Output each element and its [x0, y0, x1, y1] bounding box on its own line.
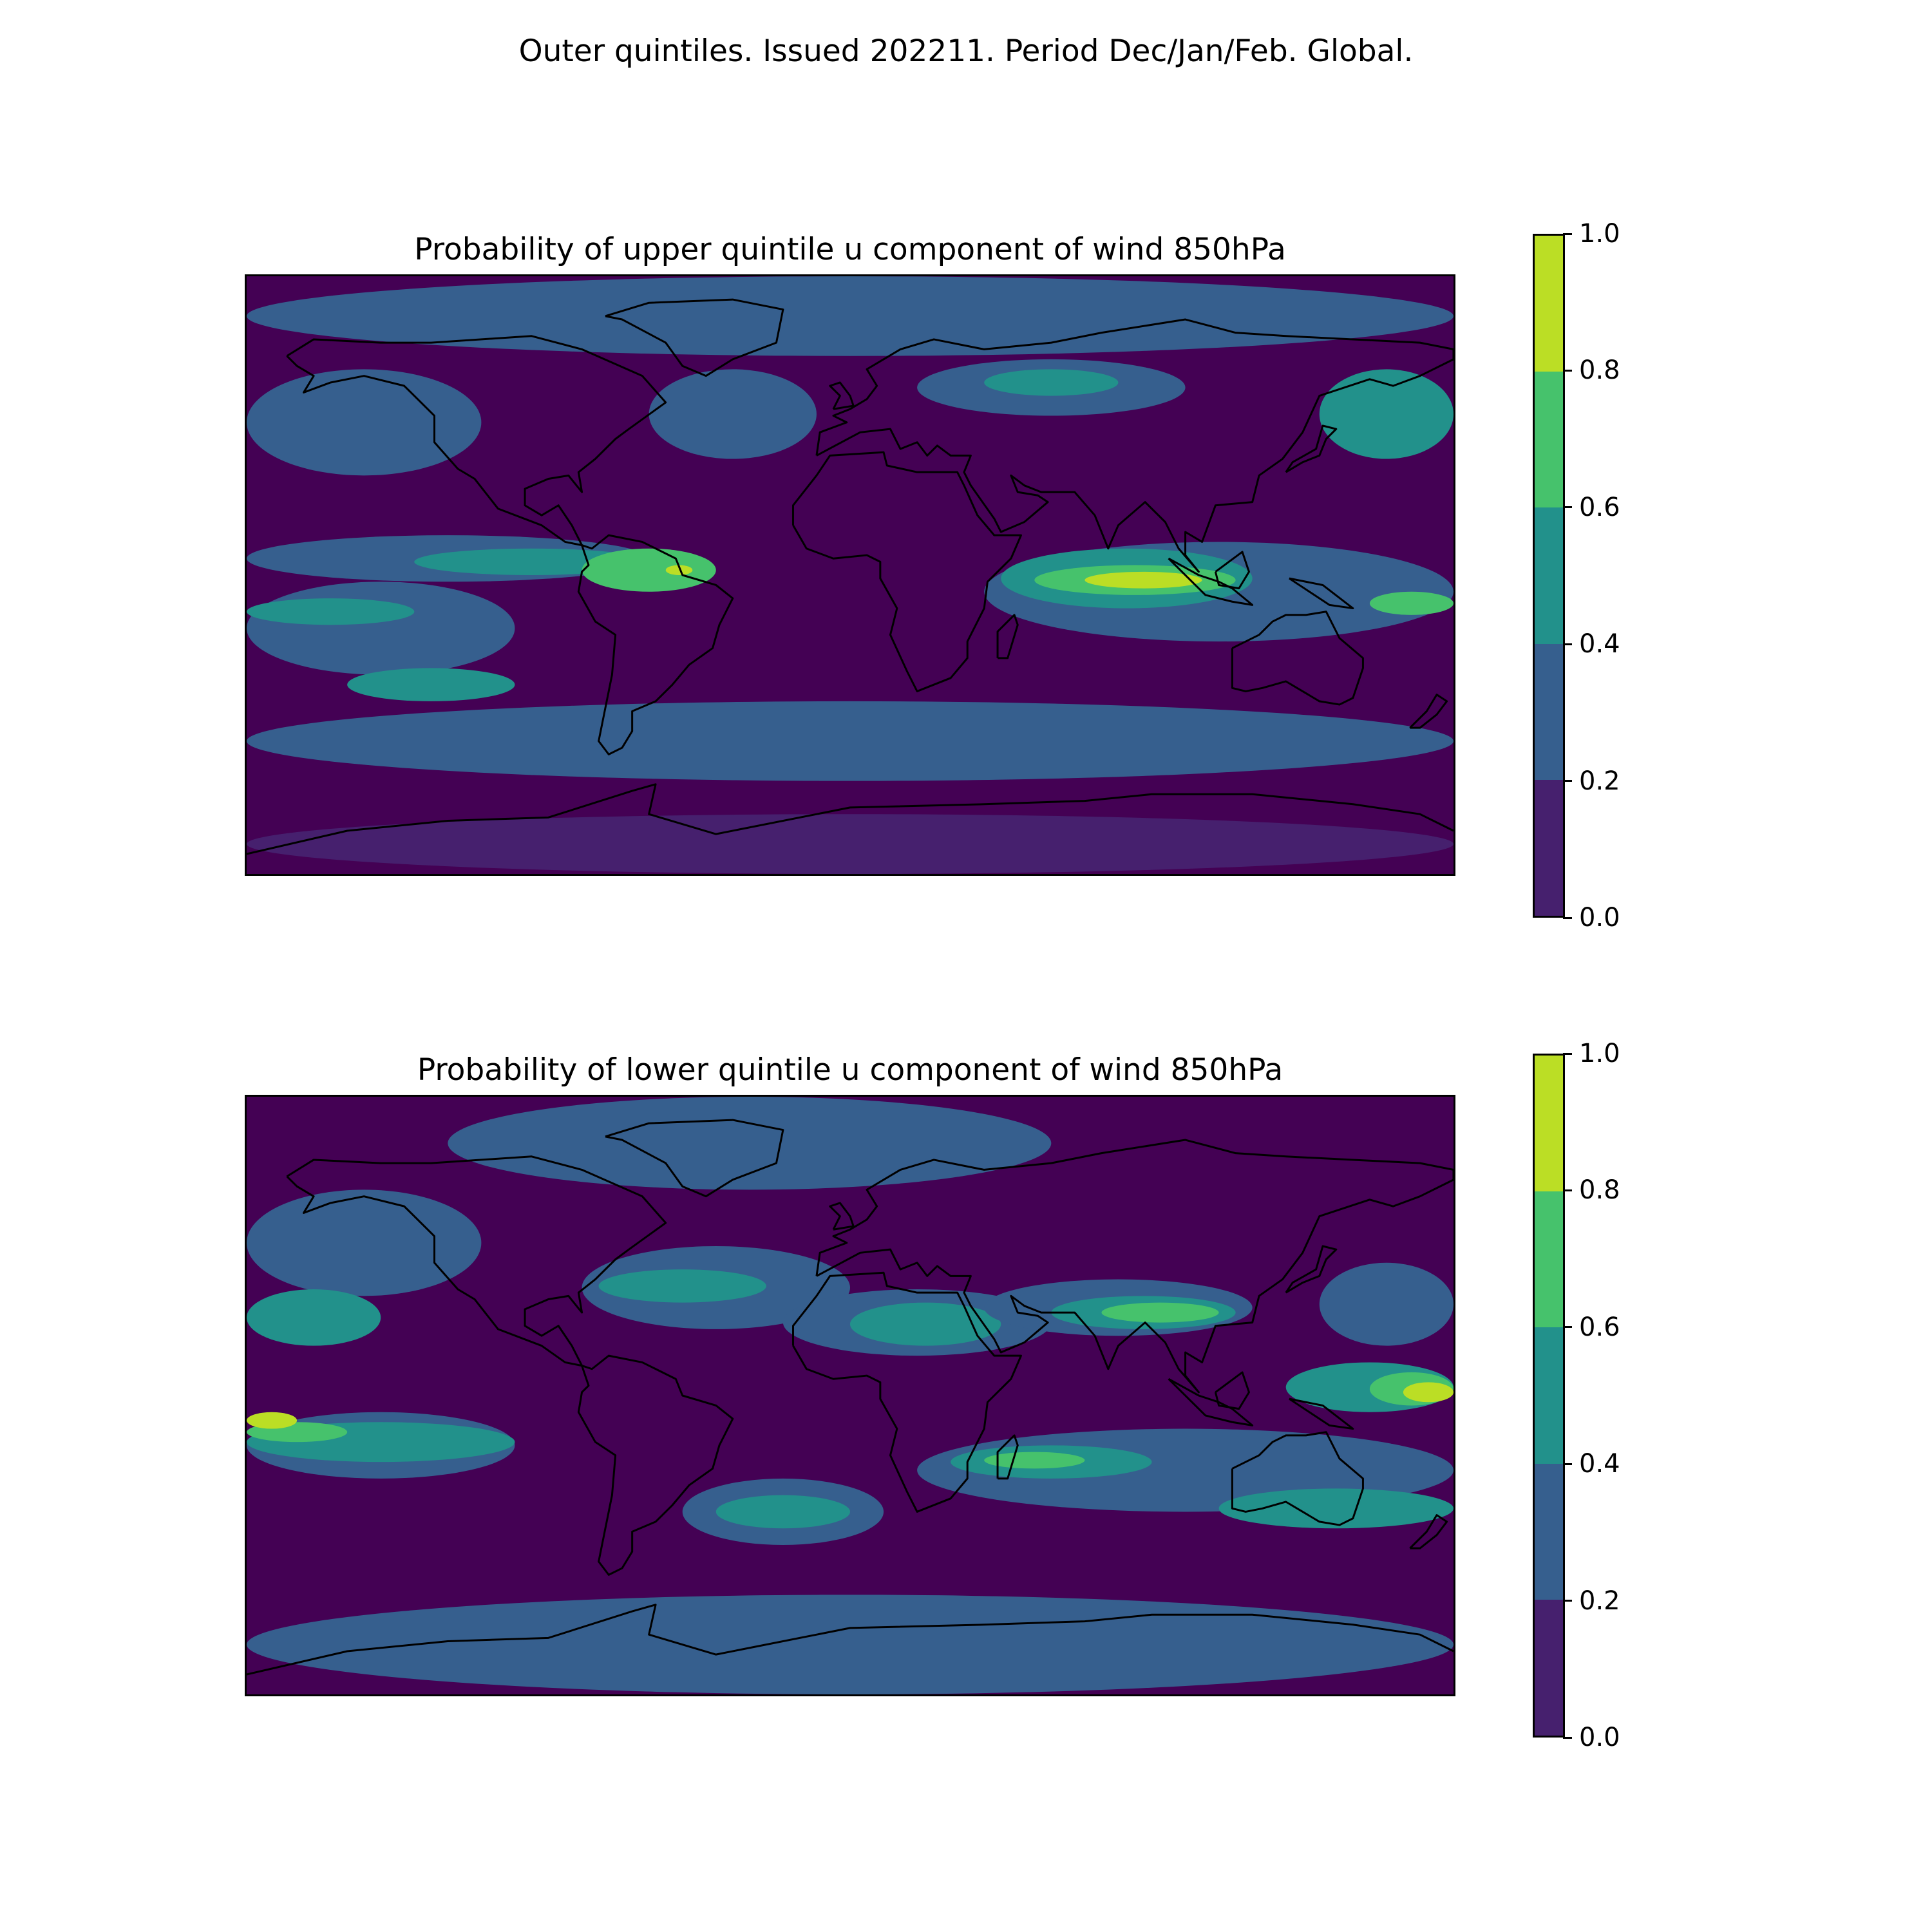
- colorbar-tick-label: 1.0: [1579, 219, 1620, 249]
- colorbar-segment: [1535, 507, 1563, 644]
- region-antarctic: [247, 814, 1454, 874]
- coastline-africa: [793, 1273, 1021, 1511]
- colorbar-segment: [1535, 1599, 1563, 1736]
- coastline-japan: [1286, 426, 1336, 472]
- colorbar-tick-label: 0.6: [1579, 1312, 1620, 1342]
- upper-quintile-heatmap: [247, 276, 1454, 874]
- region-north-pacific: [247, 1189, 482, 1296]
- coastline-africa: [793, 452, 1021, 691]
- region-northeast-pacific: [1319, 1262, 1454, 1346]
- upper-quintile-map: [245, 274, 1455, 876]
- colorbar-tick-label: 1.0: [1579, 1039, 1620, 1068]
- colorbar-segment: [1535, 1327, 1563, 1464]
- coastline-north-america: [287, 336, 665, 545]
- lower-colorbar: [1533, 1054, 1565, 1738]
- colorbar-segment: [1535, 1191, 1563, 1328]
- region-south-america-north: [582, 548, 716, 592]
- coastline-greenland: [605, 1120, 783, 1197]
- region-east-asia-pacific: [1319, 369, 1454, 459]
- colorbar-tick: [1563, 643, 1572, 645]
- coastline-uk: [830, 1203, 853, 1229]
- region-south-pacific-core: [247, 598, 415, 625]
- region-amazon-max: [665, 565, 693, 575]
- coastline-north-america: [287, 1157, 665, 1366]
- coastline-new-zealand: [1410, 1515, 1446, 1549]
- region-dateline-max: [247, 1412, 298, 1429]
- colorbar-tick: [1563, 232, 1572, 235]
- region-north-atlantic-core: [598, 1269, 766, 1303]
- coastline-new-guinea: [1289, 1399, 1353, 1428]
- region-india-china-core: [1101, 1302, 1219, 1323]
- coastline-eurasia: [817, 319, 1454, 572]
- coastline-australia: [1232, 612, 1363, 705]
- region-west-pacific-max: [1403, 1382, 1454, 1403]
- upper-colorbar: [1533, 234, 1565, 918]
- region-arctic-belt: [448, 1097, 1052, 1190]
- coastline-japan: [1286, 1246, 1336, 1293]
- coastline-eurasia: [817, 1140, 1454, 1392]
- coastline-borneo: [1215, 1372, 1249, 1409]
- colorbar-tick-label: 0.8: [1579, 355, 1620, 386]
- colorbar-segment: [1535, 643, 1563, 780]
- colorbar-segment: [1535, 1056, 1563, 1192]
- colorbar-tick-label: 0.4: [1579, 629, 1620, 659]
- region-south-atlantic-core: [715, 1495, 850, 1529]
- coastline-madagascar: [998, 615, 1018, 658]
- coastline-antarctica: [247, 1605, 1454, 1674]
- colorbar-tick: [1563, 1326, 1572, 1329]
- coastline-australia: [1232, 1432, 1363, 1525]
- region-north-pacific: [247, 369, 482, 476]
- colorbar-tick: [1563, 1189, 1572, 1191]
- colorbar-segment: [1535, 779, 1563, 916]
- colorbar-tick-label: 0.6: [1579, 492, 1620, 522]
- region-sahara-core: [850, 1302, 1001, 1346]
- colorbar-tick-label: 0.0: [1579, 1723, 1620, 1752]
- upper-panel-title: Probability of upper quintile u componen…: [414, 232, 1286, 267]
- region-indian-ocean-max: [1084, 571, 1202, 589]
- coastline-borneo: [1215, 552, 1249, 589]
- region-coral-sea: [1369, 591, 1454, 615]
- region-arctic-belt: [247, 276, 1454, 356]
- region-southern-ocean: [247, 1595, 1454, 1694]
- upper-coastlines: [247, 276, 1454, 874]
- region-siberia-jet: [984, 369, 1119, 396]
- colorbar-tick: [1563, 916, 1572, 919]
- coastline-new-zealand: [1410, 695, 1446, 728]
- colorbar-tick: [1563, 1052, 1572, 1055]
- coastline-indonesia: [1169, 1379, 1253, 1425]
- region-hawaii-band: [247, 1289, 381, 1346]
- region-southern-ocean-belt: [247, 701, 1454, 781]
- colorbar-tick: [1563, 369, 1572, 372]
- colorbar-tick-label: 0.0: [1579, 903, 1620, 933]
- coastline-madagascar: [998, 1435, 1018, 1479]
- lower-quintile-heatmap: [247, 1097, 1454, 1694]
- colorbar-tick: [1563, 506, 1572, 509]
- colorbar-tick: [1563, 1600, 1572, 1602]
- colorbar-tick-label: 0.8: [1579, 1175, 1620, 1206]
- colorbar-segment: [1535, 236, 1563, 372]
- colorbar-tick: [1563, 1736, 1572, 1739]
- colorbar-tick-label: 0.2: [1579, 1586, 1620, 1616]
- coastline-indonesia: [1169, 558, 1253, 605]
- colorbar-tick: [1563, 780, 1572, 782]
- colorbar-tick-label: 0.2: [1579, 766, 1620, 796]
- region-south-atlantic-band: [347, 668, 515, 701]
- region-tasman: [1218, 1488, 1454, 1529]
- colorbar-segment: [1535, 372, 1563, 508]
- region-madagascar-strong: [984, 1452, 1085, 1469]
- lower-coastlines: [247, 1097, 1454, 1694]
- coastline-antarctica: [247, 784, 1454, 854]
- colorbar-segment: [1535, 1463, 1563, 1600]
- lower-quintile-map: [245, 1095, 1455, 1696]
- coastline-greenland: [605, 299, 783, 376]
- coastline-south-america: [578, 535, 732, 754]
- region-north-atlantic: [649, 369, 817, 459]
- colorbar-tick: [1563, 1463, 1572, 1465]
- lower-panel-title: Probability of lower quintile u componen…: [417, 1052, 1283, 1088]
- figure-title: Outer quintiles. Issued 202211. Period D…: [518, 33, 1414, 69]
- coastline-south-america: [578, 1356, 732, 1575]
- coastline-new-guinea: [1289, 578, 1353, 608]
- coastline-uk: [830, 383, 853, 409]
- colorbar-tick-label: 0.4: [1579, 1449, 1620, 1479]
